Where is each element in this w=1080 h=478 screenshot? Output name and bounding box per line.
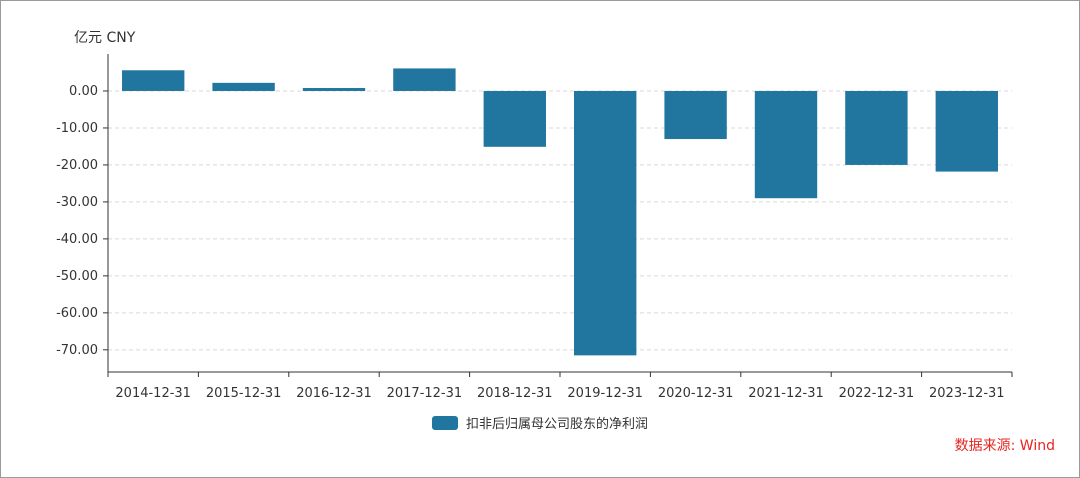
x-axis-ticks: 2014-12-31 2015-12-31 2016-12-31 2017-12-31… [107, 372, 1013, 401]
x-tick-label: 2022-12-31 [839, 386, 915, 401]
bar-2018-12-31[interactable] [483, 90, 546, 147]
legend-swatch[interactable] [432, 416, 458, 430]
x-tick-label: 2020-12-31 [658, 386, 734, 401]
bars [122, 68, 998, 356]
x-tick-label: 2023-12-31 [929, 386, 1005, 401]
bar-2014-12-31[interactable] [122, 70, 185, 91]
bar-2016-12-31[interactable] [302, 88, 366, 91]
bar-2015-12-31[interactable] [212, 82, 275, 91]
bar-2023-12-31[interactable] [935, 90, 998, 172]
bar-2017-12-31[interactable] [393, 68, 456, 91]
x-tick-label: 2018-12-31 [477, 386, 553, 401]
x-tick-label: 2016-12-31 [296, 386, 372, 401]
data-source-label: 数据来源: Wind [955, 438, 1055, 454]
y-tick-label: -40.00 [56, 232, 98, 247]
legend-label[interactable]: 扣非后归属母公司股东的净利润 [466, 416, 648, 432]
bar-2020-12-31[interactable] [664, 90, 727, 140]
x-tick-label: 2021-12-31 [748, 386, 824, 401]
bar-2021-12-31[interactable] [754, 90, 818, 199]
y-axis-unit-label: 亿元 CNY [74, 30, 136, 46]
y-tick-label: -70.00 [56, 343, 98, 358]
y-axis-ticks: 0.00 -10.00 -20.00 -30.00 -40.00 -50.00 -60.00… [56, 84, 108, 358]
y-tick-label: 0.00 [69, 84, 98, 99]
x-tick-label: 2019-12-31 [567, 386, 643, 401]
x-tick-label: 2015-12-31 [206, 386, 282, 401]
y-tick-label: -20.00 [56, 158, 98, 173]
bar-2019-12-31[interactable] [574, 90, 637, 356]
x-tick-label: 2014-12-31 [115, 386, 191, 401]
legend[interactable]: 扣非后归属母公司股东的净利润 [432, 416, 648, 432]
y-tick-label: -30.00 [56, 195, 98, 210]
x-tick-label: 2017-12-31 [387, 386, 463, 401]
y-tick-label: -10.00 [56, 121, 98, 136]
bar-2022-12-31[interactable] [845, 90, 908, 165]
y-tick-label: -50.00 [56, 269, 98, 284]
y-tick-label: -60.00 [56, 306, 98, 321]
